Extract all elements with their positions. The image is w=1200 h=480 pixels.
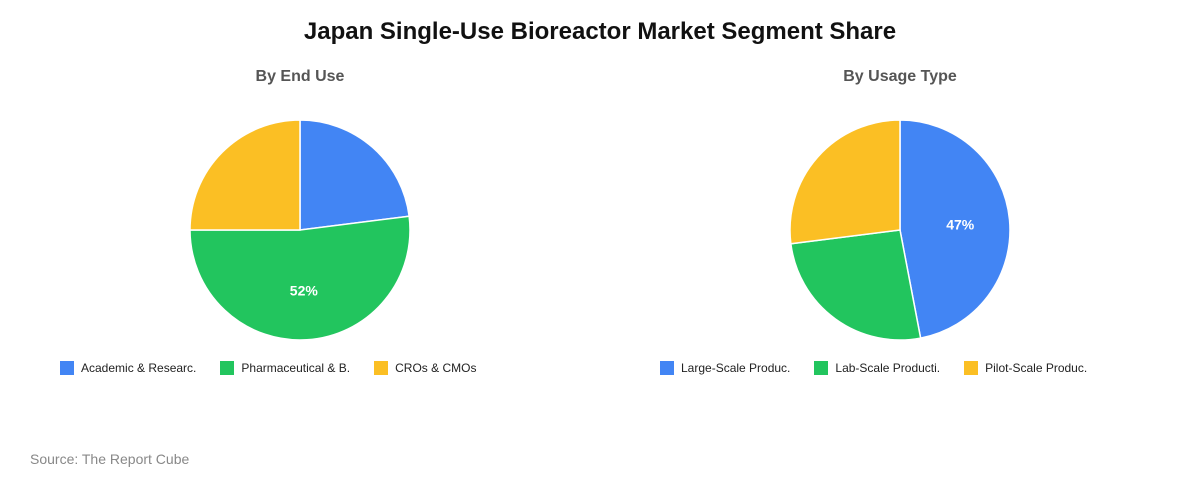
legend-label: Pharmaceutical & B. <box>241 361 351 375</box>
legend-label: Large-Scale Produc. <box>681 361 791 375</box>
legend-item[interactable]: Pilot-Scale Produc. <box>964 361 1087 375</box>
legend-usage-type: Large-Scale Produc. Lab-Scale Producti. … <box>660 361 1111 375</box>
legend-swatch <box>374 361 389 375</box>
legend-swatch <box>660 361 674 375</box>
legend-label: Lab-Scale Producti. <box>835 361 941 375</box>
chart-title: Japan Single-Use Bioreactor Market Segme… <box>303 18 897 45</box>
legend-swatch <box>964 361 979 375</box>
legend-end-use: Academic & Researc. Pharmaceutical & B. … <box>60 361 500 375</box>
legend-item[interactable]: Academic & Researc. <box>60 361 196 375</box>
legend-label: Pilot-Scale Produc. <box>985 361 1088 375</box>
legend-swatch <box>60 361 74 375</box>
pie-end-use-title: By End Use <box>255 68 345 85</box>
pie-slice-0-0[interactable] <box>299 119 410 231</box>
legend-item[interactable]: Lab-Scale Producti. <box>814 361 940 375</box>
pie-slice-0-2[interactable] <box>189 119 301 231</box>
pie-usage-type-title: By Usage Type <box>843 68 957 85</box>
legend-item[interactable]: Large-Scale Produc. <box>660 361 790 375</box>
legend-swatch <box>814 361 829 375</box>
legend-label: CROs & CMOs <box>395 361 477 375</box>
legend-item[interactable]: Pharmaceutical & B. <box>220 361 350 375</box>
pie-data-label-0-1: 52% <box>290 282 319 298</box>
legend-label: Academic & Researc. <box>81 361 197 375</box>
source-note: Source: The Report Cube <box>30 451 190 467</box>
legend-item[interactable]: CROs & CMOs <box>374 361 476 375</box>
legend-swatch <box>220 361 235 375</box>
pie-slice-0-1[interactable] <box>189 215 411 341</box>
